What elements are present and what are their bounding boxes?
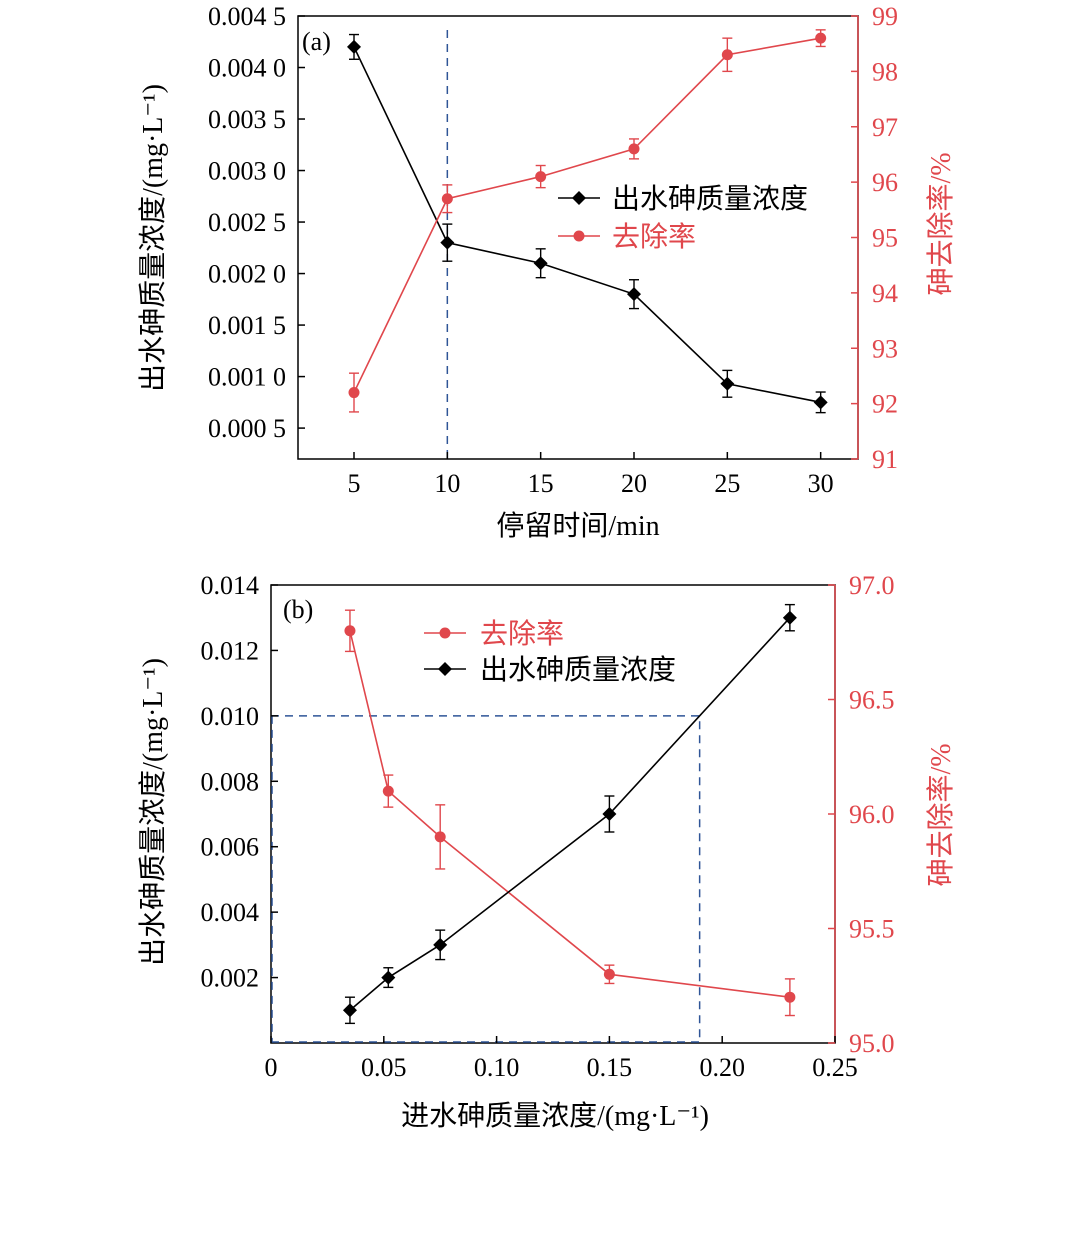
right-y-tick-label: 91 <box>872 445 898 474</box>
left-y-tick-label: 0.001 0 <box>208 363 286 392</box>
x-tick-label: 15 <box>528 469 554 498</box>
left-y-tick-label: 0.002 0 <box>208 260 286 289</box>
legend-label-concentration-b: 出水砷质量浓度 <box>480 654 676 686</box>
left-y-tick-label: 0.003 0 <box>208 157 286 186</box>
data-point-diamond <box>813 395 828 410</box>
right-y-tick-label: 97.0 <box>849 571 895 600</box>
data-point-diamond <box>342 1003 357 1018</box>
right-y-tick-label: 95.0 <box>849 1029 895 1058</box>
right-y-tick-label: 93 <box>872 334 898 363</box>
left-y-tick-label: 0.004 <box>201 898 260 927</box>
legend-marker-circle-b <box>439 627 451 639</box>
x-tick-label: 0.20 <box>699 1053 745 1082</box>
right-y-axis-title-a: 砷去除率/% <box>925 152 957 295</box>
right-y-axis-ticks-b: 95.0 95.5 96.0 96.5 97.0 <box>828 571 895 1058</box>
x-tick-label: 5 <box>348 469 361 498</box>
chart-panel-a: 5 10 15 20 25 30 0.000 5 0.001 0 0.001 5 0.002 0… <box>137 2 957 542</box>
right-y-tick-label: 96 <box>872 168 898 197</box>
data-series-b <box>342 603 797 1025</box>
x-tick-label: 0.25 <box>812 1053 858 1082</box>
x-axis-ticks-a: 5 10 15 20 25 30 <box>348 452 834 498</box>
legend-label-concentration-a: 出水砷质量浓度 <box>612 183 808 215</box>
left-y-tick-label: 0.008 <box>201 767 260 796</box>
data-point-circle <box>603 968 615 980</box>
right-y-tick-label: 96.5 <box>849 686 895 715</box>
x-tick-label: 25 <box>714 469 740 498</box>
data-series-a <box>347 29 828 414</box>
x-tick-label: 0.10 <box>474 1053 520 1082</box>
left-y-axis-title-a: 出水砷质量浓度/(mg·L⁻¹) <box>137 84 169 392</box>
data-point-diamond <box>347 39 361 54</box>
data-point-circle <box>344 625 356 637</box>
left-y-tick-label: 0.004 0 <box>208 54 286 83</box>
reference-dashed-line <box>271 715 701 1043</box>
x-axis-ticks-b: 0 0.05 0.10 0.15 0.20 0.25 <box>265 1036 858 1082</box>
data-point-diamond <box>627 287 641 302</box>
left-y-tick-label: 0.003 5 <box>208 105 286 134</box>
left-y-axis-ticks-b: 0.002 0.004 0.006 0.008 0.010 0.012 0.014 <box>201 571 278 993</box>
left-y-axis-ticks-a: 0.000 5 0.001 0 0.001 5 0.002 0 0.002 5 0.003… <box>208 2 305 443</box>
legend-marker-circle-a <box>573 230 585 242</box>
left-y-tick-label: 0.001 5 <box>208 311 286 340</box>
legend-b: 去除率 出水砷质量浓度 <box>424 618 676 686</box>
left-y-tick-label: 0.010 <box>201 702 260 731</box>
data-point-diamond <box>782 610 797 625</box>
data-point-circle <box>815 32 827 44</box>
legend-label-removal-b: 去除率 <box>480 618 564 650</box>
reference-lines-b <box>271 715 701 1043</box>
data-point-diamond <box>533 256 548 271</box>
panel-label-b: (b) <box>283 595 313 624</box>
data-point-circle <box>348 387 360 399</box>
data-point-diamond <box>602 807 617 821</box>
left-y-tick-label: 0.002 <box>201 964 260 993</box>
left-y-tick-label: 0.012 <box>201 636 260 665</box>
right-y-tick-label: 99 <box>872 2 898 31</box>
data-point-circle <box>721 49 733 61</box>
left-y-axis-title-b: 出水砷质量浓度/(mg·L⁻¹) <box>137 658 169 966</box>
right-y-tick-label: 98 <box>872 57 898 86</box>
x-tick-label: 0.05 <box>361 1053 407 1082</box>
data-point-diamond <box>381 970 396 985</box>
data-point-diamond <box>720 376 735 391</box>
right-y-tick-label: 96.0 <box>849 800 895 829</box>
series-line-removal <box>353 37 821 393</box>
data-point-circle <box>535 171 547 183</box>
data-point-circle <box>441 193 453 205</box>
right-y-tick-label: 97 <box>872 113 898 142</box>
right-y-tick-label: 92 <box>872 390 898 419</box>
right-y-tick-label: 95.5 <box>849 915 895 944</box>
data-point-diamond <box>433 937 448 952</box>
data-point-circle <box>382 785 394 797</box>
right-y-tick-label: 94 <box>872 279 898 308</box>
data-point-circle <box>434 831 446 843</box>
data-point-diamond <box>440 235 455 250</box>
left-y-tick-label: 0.000 5 <box>208 414 286 443</box>
series-line-concentration <box>353 46 821 404</box>
right-y-axis-title-b: 砷去除率/% <box>925 743 957 886</box>
x-tick-label: 10 <box>434 469 460 498</box>
data-point-circle <box>628 143 640 155</box>
right-y-axis-ticks-a: 91 92 93 94 95 96 97 98 99 <box>851 2 898 474</box>
left-y-tick-label: 0.006 <box>201 833 260 862</box>
data-point-circle <box>784 991 796 1003</box>
legend-a: 出水砷质量浓度 去除率 <box>558 183 808 253</box>
left-y-tick-label: 0.002 5 <box>208 208 286 237</box>
chart-panel-b: 0 0.05 0.10 0.15 0.20 0.25 0.0020.0040.0060.0… <box>137 571 957 1132</box>
x-tick-label: 0.15 <box>587 1053 633 1082</box>
x-axis-title-b: 进水砷质量浓度/(mg·L⁻¹) <box>401 1100 709 1132</box>
x-tick-label: 30 <box>808 469 834 498</box>
legend-label-removal-a: 去除率 <box>612 221 696 253</box>
right-y-tick-label: 95 <box>872 224 898 253</box>
left-y-tick-label: 0.004 5 <box>208 2 286 31</box>
x-tick-label: 0 <box>265 1053 278 1082</box>
x-tick-label: 20 <box>621 469 647 498</box>
x-axis-title-a: 停留时间/min <box>496 510 659 542</box>
left-y-tick-label: 0.014 <box>201 571 260 600</box>
legend-marker-diamond-a <box>572 191 586 205</box>
panel-label-a: (a) <box>302 27 331 56</box>
legend-marker-diamond-b <box>438 662 452 676</box>
